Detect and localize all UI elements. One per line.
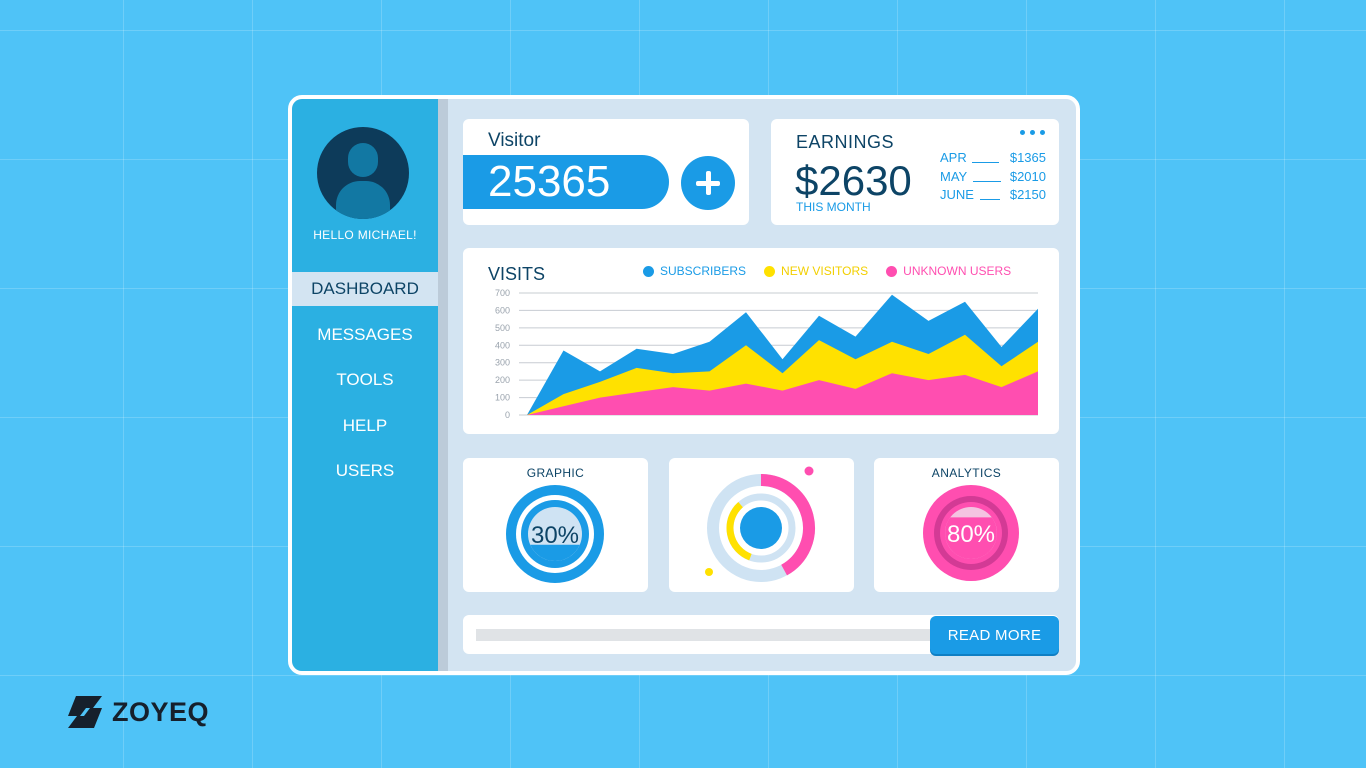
add-visitor-button[interactable] bbox=[681, 156, 735, 210]
legend-label: NEW VISITORS bbox=[781, 264, 869, 278]
earnings-leader-line bbox=[980, 199, 1000, 200]
ring-accent-dot-yellow bbox=[705, 568, 713, 576]
y-tick-label: 300 bbox=[495, 358, 510, 368]
dashboard-window: HELLO MICHAEL! DASHBOARD MESSAGES TOOLS … bbox=[288, 95, 1080, 675]
earnings-month: MAY bbox=[940, 168, 968, 184]
earnings-title: EARNINGS bbox=[796, 132, 895, 152]
graphic-percent: 30% bbox=[531, 522, 579, 549]
chart-legend: SUBSCRIBERS NEW VISITORS UNKNOWN USERS bbox=[643, 264, 1011, 278]
visitor-count-pill: 25365 bbox=[463, 155, 669, 209]
earnings-period: THIS MONTH bbox=[796, 200, 871, 214]
ring-chart bbox=[705, 466, 815, 582]
sidebar-divider bbox=[438, 99, 448, 671]
y-tick-label: 500 bbox=[495, 323, 510, 333]
area-unknown-users bbox=[527, 371, 1038, 415]
graphic-title: GRAPHIC bbox=[526, 466, 585, 480]
analytics-title: ANALYTICS bbox=[931, 466, 1002, 480]
analytics-level-fill bbox=[945, 517, 997, 559]
legend-dot-icon bbox=[764, 265, 776, 277]
graphic-donut: 30% bbox=[506, 485, 604, 583]
plus-icon-vertical bbox=[706, 171, 711, 195]
analytics-donut: 80% bbox=[923, 485, 1019, 581]
legend-label: SUBSCRIBERS bbox=[660, 264, 747, 278]
ring-center-dot bbox=[740, 507, 782, 549]
analytics-percent: 80% bbox=[947, 521, 995, 548]
y-tick-label: 100 bbox=[495, 393, 510, 403]
sidebar-item-tools[interactable]: TOOLS bbox=[336, 370, 394, 389]
earnings-amount: $2630 bbox=[795, 157, 912, 204]
greeting: HELLO MICHAEL! bbox=[313, 228, 417, 242]
y-tick-label: 700 bbox=[495, 288, 510, 298]
legend-dot-icon bbox=[643, 265, 654, 277]
ring-arc-pink bbox=[760, 474, 815, 576]
earnings-row: JUNE $2150 bbox=[940, 187, 1046, 206]
read-more-button[interactable]: READ MORE bbox=[930, 616, 1059, 654]
earnings-card: EARNINGS $2630 THIS MONTH APR $1365 MAY … bbox=[771, 119, 1059, 225]
earnings-breakdown: APR $1365 MAY $2010 JUNE $2150 bbox=[940, 150, 1046, 206]
y-tick-label: 200 bbox=[495, 375, 510, 385]
visits-card: 700 600 500 400 300 200 100 0 VISITS SUBSCRIBER… bbox=[463, 248, 1059, 434]
earnings-leader-line bbox=[973, 180, 1001, 182]
legend-dot-icon bbox=[886, 265, 898, 277]
earnings-value: $2010 bbox=[1009, 168, 1046, 184]
legend-item-unknown-users[interactable]: UNKNOWN USERS bbox=[886, 264, 1011, 278]
legend-label: UNKNOWN USERS bbox=[903, 264, 1012, 278]
y-tick-label: 0 bbox=[505, 410, 510, 420]
avatar[interactable] bbox=[317, 127, 409, 219]
earnings-leader-line bbox=[972, 162, 999, 163]
legend-item-subscribers[interactable]: SUBSCRIBERS bbox=[643, 264, 746, 278]
more-options-icon[interactable] bbox=[1020, 127, 1046, 137]
visits-title: VISITS bbox=[488, 264, 546, 284]
sidebar-item-users[interactable]: USERS bbox=[335, 461, 395, 480]
user-head-icon bbox=[348, 143, 378, 177]
ring-arc-yellow bbox=[726, 502, 752, 561]
ring-accent-dot-pink bbox=[804, 466, 814, 476]
earnings-value: $2150 bbox=[1009, 187, 1046, 202]
visitor-count: 25365 bbox=[488, 157, 611, 206]
y-tick-label: 600 bbox=[495, 305, 510, 315]
sidebar-item-dashboard[interactable]: DASHBOARD bbox=[292, 272, 438, 306]
analytics-card: ANALYTICS 80% bbox=[874, 458, 1059, 592]
earnings-value: $1365 bbox=[1009, 150, 1046, 165]
sidebar-item-messages[interactable]: MESSAGES bbox=[317, 324, 413, 344]
visitor-label: Visitor bbox=[488, 130, 541, 151]
progress-track bbox=[476, 629, 936, 641]
sidebar: HELLO MICHAEL! DASHBOARD MESSAGES TOOLS … bbox=[292, 99, 438, 671]
graphic-level-fill bbox=[530, 544, 580, 561]
brand-name: ZOYEQ bbox=[112, 696, 210, 727]
earnings-row: MAY $2010 bbox=[940, 169, 1046, 188]
legend-item-new-visitors[interactable]: NEW VISITORS bbox=[764, 264, 868, 278]
earnings-month: APR bbox=[940, 150, 967, 165]
sidebar-nav: DASHBOARD MESSAGES TOOLS HELP USERS bbox=[292, 272, 438, 500]
zoyeq-logo-icon bbox=[68, 696, 102, 728]
user-body-icon bbox=[336, 181, 390, 219]
visits-chart: 700 600 500 400 300 200 100 0 bbox=[495, 288, 1038, 420]
sidebar-item-help[interactable]: HELP bbox=[342, 415, 388, 435]
graphic-card: GRAPHIC 30% bbox=[463, 458, 648, 592]
earnings-month: JUNE bbox=[940, 187, 974, 202]
visitor-card: Visitor 25365 bbox=[463, 119, 749, 225]
ring-chart-card bbox=[669, 458, 854, 592]
y-tick-label: 400 bbox=[495, 340, 510, 350]
brand-logo: ZOYEQ bbox=[66, 694, 209, 730]
earnings-row: APR $1365 bbox=[940, 150, 1046, 169]
